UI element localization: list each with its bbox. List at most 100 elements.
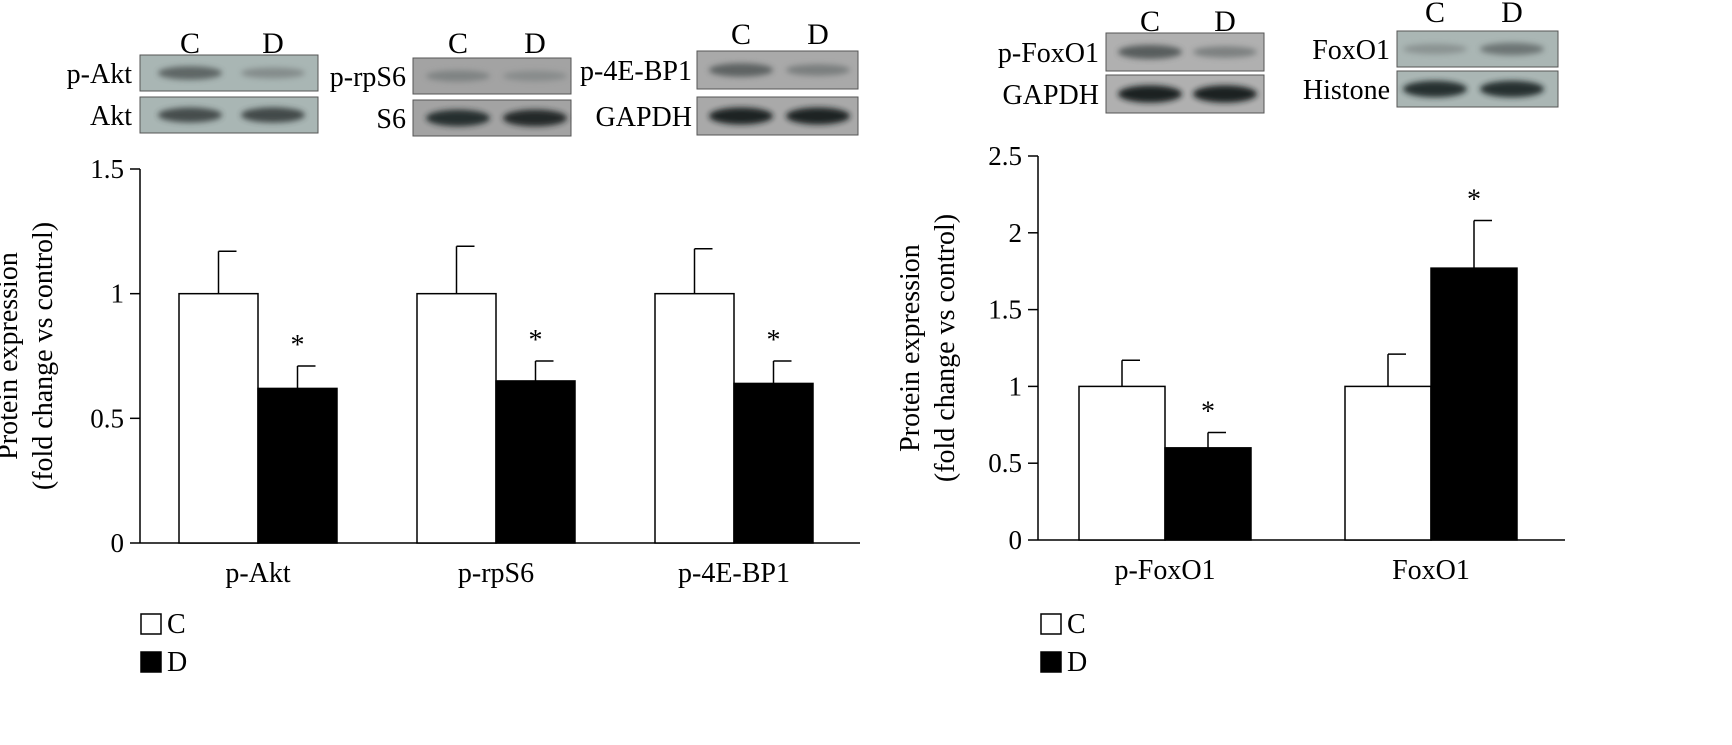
blot-lane-label: C: [1140, 5, 1160, 38]
blot-band: [158, 66, 222, 80]
blot-row-label: p-rpS6: [330, 62, 406, 93]
blot-band: [786, 107, 850, 125]
y-axis-label: Protein expression: [0, 252, 24, 460]
blot-row: GAPDH: [596, 96, 859, 136]
y-tick-label: 1: [1009, 371, 1023, 401]
blot-lane-label: D: [807, 18, 829, 51]
legend: CD: [1040, 609, 1087, 678]
blot-row-label: p-FoxO1: [998, 38, 1099, 69]
y-tick-label: 1.5: [90, 154, 124, 184]
blot-row-label: p-Akt: [67, 59, 133, 90]
legend-label: D: [1067, 647, 1087, 678]
blot-band: [1480, 42, 1544, 56]
bar-group: * p-FoxO1: [1078, 359, 1252, 586]
bar-D: [1164, 447, 1252, 541]
y-tick-label: 0: [1009, 525, 1023, 555]
blot-panel: C Dp-FoxO1 GAPDH: [998, 5, 1265, 114]
blot-row: Akt: [90, 96, 319, 134]
y-tick-label: 2: [1009, 218, 1023, 248]
y-tick-label: 2.5: [988, 141, 1022, 171]
blot-lane-label: C: [1425, 0, 1445, 29]
bar-D: [257, 387, 338, 544]
blot-row: GAPDH: [1003, 74, 1265, 114]
blot-panel: C Dp-Akt Akt: [67, 27, 319, 134]
x-tick-label: p-FoxO1: [1114, 555, 1215, 586]
bar-C: [1078, 385, 1166, 541]
blot-row-label: FoxO1: [1312, 35, 1390, 66]
x-tick-label: p-4E-BP1: [678, 558, 790, 589]
y-axis-label: Protein expression: [895, 244, 926, 452]
blot-row: FoxO1: [1312, 30, 1559, 68]
x-tick-label: p-rpS6: [458, 558, 534, 589]
significance-marker: *: [291, 330, 305, 361]
blot-row: p-FoxO1: [998, 32, 1265, 72]
legend-label: D: [167, 647, 187, 678]
blot-row: S6: [376, 99, 572, 137]
bar-D: [733, 382, 814, 544]
blot-lane-label: D: [1214, 5, 1236, 38]
blot-band: [709, 63, 773, 77]
blot-lane-label: D: [1501, 0, 1523, 29]
blot-band: [503, 109, 567, 127]
blot-band: [1193, 85, 1257, 103]
blot-row-label: p-4E-BP1: [580, 56, 692, 87]
blot-row-label: GAPDH: [1003, 80, 1099, 111]
bar-D: [1430, 267, 1518, 541]
blot-band: [426, 70, 490, 82]
western-blots: C Dp-Akt Akt C Dp-rpS6 S6 C Dp-4E-BP1 GAPDH C Dp-F…: [67, 0, 1559, 137]
legend-swatch: [140, 613, 162, 635]
bar-C: [654, 292, 735, 544]
y-axis-label: (fold change vs control): [930, 214, 961, 482]
blot-row-label: Histone: [1303, 75, 1390, 106]
legend-swatch: [140, 651, 162, 673]
blot-lane-label: C: [180, 27, 200, 60]
legend-label: C: [1067, 609, 1086, 640]
bar-group: * p-4E-BP1: [654, 248, 814, 589]
blot-band: [1403, 80, 1467, 98]
blot-band: [709, 107, 773, 125]
blot-band: [241, 67, 305, 79]
blot-band: [1118, 45, 1182, 59]
y-tick-label: 1: [111, 279, 125, 309]
y-tick-label: 0.5: [988, 448, 1022, 478]
y-tick-label: 0.5: [90, 403, 124, 433]
significance-marker: *: [1201, 396, 1215, 427]
legend-swatch: [1040, 651, 1062, 673]
blot-row: p-rpS6: [330, 57, 572, 95]
blot-row: p-Akt: [67, 54, 319, 92]
blot-band: [1193, 46, 1257, 58]
bar-C: [416, 292, 497, 544]
blot-band: [1403, 43, 1467, 55]
bar-C: [1344, 385, 1432, 541]
bar-C: [178, 292, 259, 544]
blot-lane-label: D: [524, 27, 546, 60]
bar-chart: 0 0.5 1 1.5 Protein expression (fold change v…: [0, 154, 860, 678]
significance-marker: *: [767, 325, 781, 356]
blot-row: p-4E-BP1: [580, 50, 859, 90]
legend: CD: [140, 609, 187, 678]
y-tick-label: 0: [111, 528, 125, 558]
y-tick-label: 1.5: [988, 295, 1022, 325]
x-tick-label: FoxO1: [1392, 555, 1470, 586]
legend-swatch: [1040, 613, 1062, 635]
blot-lane-label: D: [262, 27, 284, 60]
legend-label: C: [167, 609, 186, 640]
blot-row-label: GAPDH: [596, 102, 692, 133]
blot-band: [426, 109, 490, 127]
y-axis-label: (fold change vs control): [28, 222, 59, 490]
blot-band: [241, 107, 305, 123]
blot-lane-label: C: [448, 27, 468, 60]
blot-band: [1118, 85, 1182, 103]
blot-row: Histone: [1303, 70, 1559, 108]
blot-panel: C D FoxO1 Histone: [1303, 0, 1559, 108]
bar-chart: 0 0.5 1 1.5 2 2.5 Protein expression (fold chan…: [895, 141, 1565, 678]
blot-panel: C Dp-rpS6 S6: [330, 27, 572, 137]
blot-band: [158, 107, 222, 123]
blot-lane-label: C: [731, 18, 751, 51]
bar-group: * FoxO1: [1344, 185, 1518, 586]
bar-group: * p-rpS6: [416, 245, 576, 589]
blot-panel: C Dp-4E-BP1 GAPDH: [580, 18, 859, 136]
bar-group: * p-Akt: [178, 250, 338, 589]
